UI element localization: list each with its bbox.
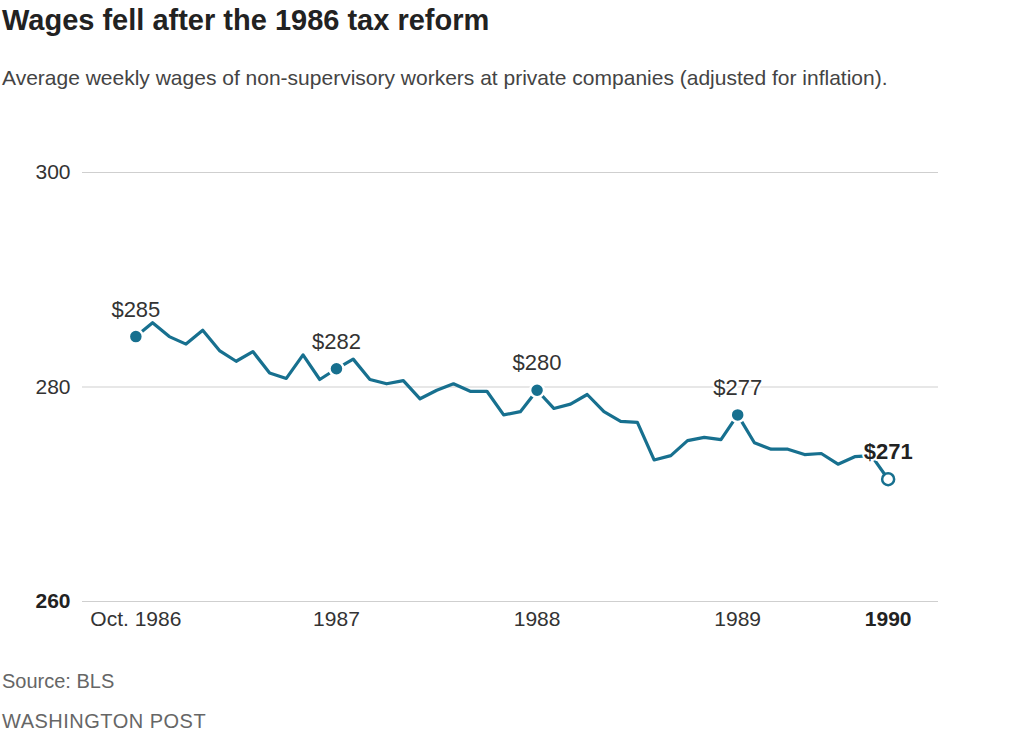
html-text:Source: BLS: Source: BLS (2, 670, 115, 692)
html-text:WASHINGTON POST: WASHINGTON POST (2, 710, 207, 732)
svg-text:1988: 1988 (514, 607, 561, 630)
svg-text:$285: $285 (111, 297, 160, 322)
svg-text:1989: 1989 (714, 607, 761, 630)
svg-text:$271: $271 (864, 439, 913, 464)
svg-text:300: 300 (35, 160, 70, 183)
html-text:Average weekly wages of non-su: Average weekly wages of non-supervisory … (2, 66, 888, 89)
svg-text:$282: $282 (312, 329, 361, 354)
svg-text:1990: 1990 (865, 607, 912, 630)
html-text:Wages fell after the 1986 tax: Wages fell after the 1986 tax reform (2, 4, 490, 36)
svg-text:1987: 1987 (313, 607, 360, 630)
svg-text:260: 260 (35, 589, 70, 612)
svg-text:$277: $277 (713, 375, 762, 400)
svg-text:280: 280 (35, 375, 70, 398)
svg-text:Oct. 1986: Oct. 1986 (90, 607, 181, 630)
svg-text:$280: $280 (513, 350, 562, 375)
